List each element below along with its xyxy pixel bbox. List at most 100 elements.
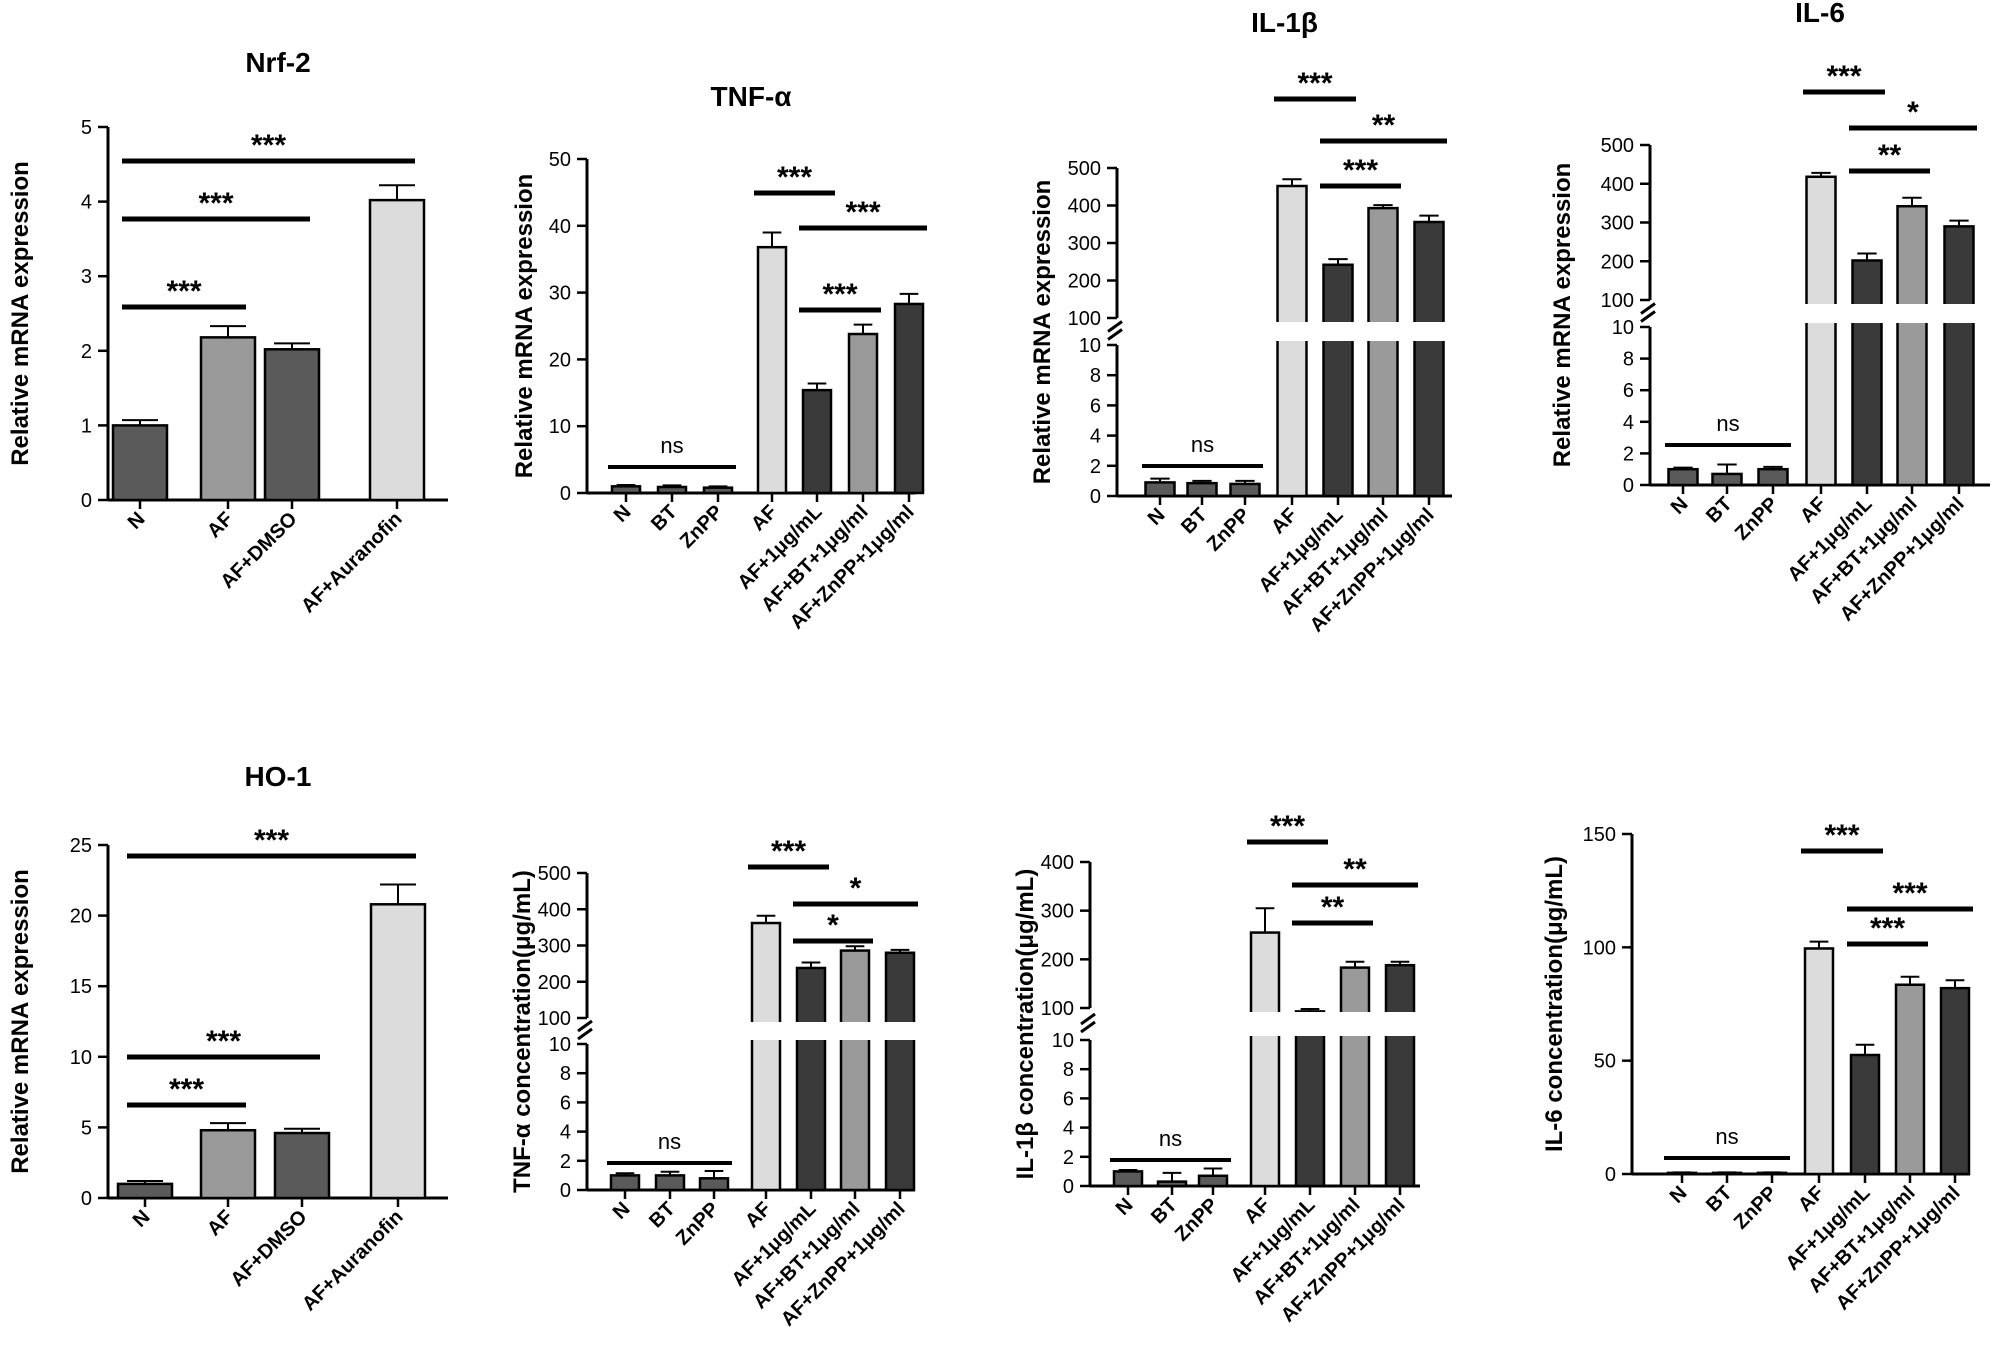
y-tick-label: 2 <box>81 341 92 363</box>
chart-panel-5: HO-1 Relative mRNA expression 0 5 10 15 20 25 N A… <box>7 761 448 1315</box>
x-tick-label: ZnPP <box>1731 493 1783 545</box>
x-tick-label: N <box>610 501 636 527</box>
y-tick-label: 6 <box>1063 1088 1074 1110</box>
bar <box>756 245 788 495</box>
bar <box>1939 986 1971 1176</box>
bar <box>1197 1174 1229 1188</box>
x-tick-label: AF <box>203 508 237 542</box>
significance-label: *** <box>771 835 806 868</box>
bar-break-gap <box>1365 322 1401 341</box>
y-tick-label: 4 <box>560 1122 571 1144</box>
y-tick-label: 4 <box>1063 1118 1074 1140</box>
significance-label: ns <box>1715 1124 1738 1149</box>
significance-label: *** <box>254 824 289 857</box>
bar-break-gap <box>1293 1012 1327 1036</box>
y-tick-label: 300 <box>1601 213 1634 235</box>
y-tick-label: 6 <box>1090 395 1101 417</box>
y-tick-label: 100 <box>538 1008 571 1030</box>
significance-label: * <box>850 872 862 905</box>
y-tick-label: 30 <box>549 283 571 305</box>
y-tick-label: 400 <box>1068 196 1101 218</box>
bar <box>656 485 688 495</box>
bar <box>368 198 426 502</box>
chart-panel-4: IL-6 Relative mRNA expression 0 2 4 6 8 10 100 20… <box>1549 0 1990 626</box>
bar-break-gap <box>1248 1012 1282 1036</box>
bar <box>795 966 827 1192</box>
bar <box>1851 259 1883 487</box>
y-tick-label: 0 <box>81 1188 92 1210</box>
significance-label: *** <box>1343 154 1378 187</box>
y-tick-label: 300 <box>1068 233 1101 255</box>
y-axis-label: Relative mRNA expression <box>1029 180 1056 485</box>
axis-break-mark <box>1080 1020 1096 1034</box>
bar <box>839 949 871 1192</box>
y-tick-label: 10 <box>549 1034 571 1056</box>
bar <box>1413 220 1445 498</box>
bar-break-gap <box>1274 322 1310 341</box>
significance-label: ns <box>658 1129 681 1154</box>
y-tick-label: 50 <box>1594 1051 1616 1073</box>
bar <box>750 921 782 1192</box>
y-tick-label: 4 <box>1090 426 1101 448</box>
y-tick-label: 2 <box>1623 443 1634 465</box>
y-tick-label: 0 <box>1090 486 1101 508</box>
bar <box>1667 467 1699 487</box>
y-tick-label: 500 <box>1601 135 1634 157</box>
x-tick-label: AF+Auranofin <box>298 1206 407 1315</box>
significance-label: *** <box>206 1025 241 1058</box>
y-tick-label: 40 <box>549 216 571 238</box>
y-tick-label: 4 <box>81 192 92 214</box>
significance-label: *** <box>822 278 857 311</box>
bar-break-gap <box>838 1022 872 1040</box>
bar <box>801 388 833 495</box>
x-tick-label: N <box>129 1206 155 1232</box>
x-tick-label: AF <box>741 1198 775 1232</box>
y-tick-label: 500 <box>538 863 571 885</box>
x-tick-label: AF <box>1796 493 1830 527</box>
bar <box>1896 204 1928 487</box>
bar <box>610 485 642 495</box>
x-tick-label: BT <box>1702 1182 1736 1216</box>
y-tick-label: 300 <box>538 936 571 958</box>
axis-break-mark <box>1080 1012 1096 1026</box>
bar-break-gap <box>1411 322 1447 341</box>
y-tick-label: 0 <box>1605 1164 1616 1186</box>
chart-panel-3: IL-1β Relative mRNA expression 0 2 4 6 8 10 100 2… <box>1029 7 1452 637</box>
chart-title: IL-1β <box>1251 7 1318 38</box>
significance-label: *** <box>1870 912 1905 945</box>
y-tick-label: 8 <box>1063 1059 1074 1081</box>
y-tick-label: 8 <box>560 1063 571 1085</box>
bar <box>1339 966 1371 1188</box>
x-tick-label: AF <box>1267 504 1301 538</box>
bar <box>1229 482 1261 498</box>
significance-label: *** <box>1270 810 1305 843</box>
bar <box>1384 963 1416 1188</box>
y-tick-label: 400 <box>1041 852 1074 874</box>
y-axis-label: IL-1β concentration(μg/mL) <box>1012 869 1039 1180</box>
y-tick-label: 200 <box>538 972 571 994</box>
y-tick-label: 10 <box>1612 317 1634 339</box>
x-tick-label: ZnPP <box>1203 504 1255 556</box>
y-tick-label: 0 <box>560 483 571 505</box>
bar <box>1186 481 1218 498</box>
chart-title: IL-6 <box>1795 0 1845 28</box>
bar-break-gap <box>1338 1012 1372 1036</box>
chart-title: HO-1 <box>245 761 312 792</box>
bar <box>1322 263 1354 498</box>
y-tick-label: 10 <box>549 416 571 438</box>
bar <box>702 486 734 495</box>
y-tick-label: 100 <box>1068 308 1101 330</box>
x-tick-label: N <box>1144 504 1170 530</box>
bar <box>369 903 427 1200</box>
y-tick-label: 200 <box>1068 271 1101 293</box>
significance-label: * <box>827 909 839 942</box>
y-axis-label: IL-6 concentration(μg/mL) <box>1541 856 1568 1152</box>
bar <box>1849 1053 1881 1176</box>
bar-break-gap <box>749 1022 783 1040</box>
axis-break-mark <box>577 1027 593 1041</box>
significance-label: *** <box>1297 67 1332 100</box>
significance-label: ** <box>1878 139 1902 172</box>
x-tick-label: N <box>1666 1182 1692 1208</box>
bar <box>609 1174 641 1192</box>
